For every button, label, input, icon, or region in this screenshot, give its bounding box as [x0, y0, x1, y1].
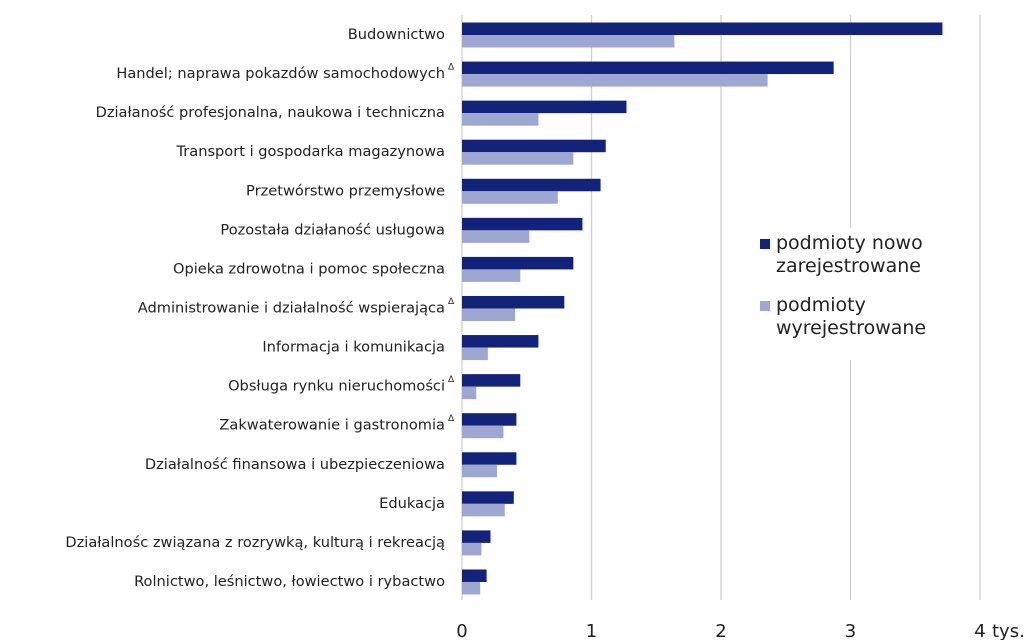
- y-tick-label: Rolnictwo, leśnictwo, łowiectwo i rybact…: [134, 573, 445, 590]
- bar: [462, 542, 482, 556]
- bar: [462, 491, 514, 504]
- y-tick-label: Informacja i komunikacja: [262, 339, 445, 356]
- bar: [462, 191, 558, 204]
- bar: [462, 113, 539, 126]
- bar: [462, 452, 517, 465]
- bar: [462, 374, 521, 387]
- y-tick-label: Obsługa rynku nieruchomości: [228, 378, 445, 395]
- bar: [462, 256, 574, 270]
- bar: [462, 308, 516, 321]
- y-tick-label: Przetwórstwo przemysłowe: [246, 182, 445, 199]
- y-tick-label: Działalność finansowa i ubezpieczeniowa: [145, 456, 445, 473]
- bar: [462, 230, 530, 243]
- legend-swatch: [760, 301, 770, 311]
- bar: [462, 464, 497, 478]
- category-note: Δ: [448, 375, 455, 385]
- legend-label: podmioty wyrejestrowane: [776, 294, 927, 339]
- category-note: Δ: [448, 297, 455, 307]
- bar: [462, 530, 491, 543]
- bar: [462, 335, 539, 348]
- bar: [462, 347, 488, 361]
- bar: [462, 217, 583, 231]
- bar: [462, 100, 627, 114]
- legend-swatch: [760, 239, 770, 249]
- bar: [462, 178, 601, 192]
- y-tick-label: Opieka zdrowotna i pomoc społeczna: [173, 260, 445, 277]
- x-tick-label: 2: [715, 621, 726, 640]
- y-tick-label: Administrowanie i działalność wspierając…: [138, 299, 445, 316]
- y-tick-label: Budownictwo: [348, 26, 445, 43]
- bar: [462, 35, 675, 48]
- legend: podmioty nowo zarejestrowane podmioty wyr…: [752, 228, 927, 360]
- legend-item: podmioty wyrejestrowane: [752, 294, 927, 340]
- bar: [462, 22, 943, 35]
- x-unit-label: tys.: [992, 621, 1025, 640]
- y-tick-label: Działalnośc związana z rozrywką, kulturą…: [65, 534, 445, 551]
- x-tick-label: 1: [586, 621, 597, 640]
- y-tick-label: Transport i gospodarka magazynowa: [175, 143, 445, 160]
- bar: [462, 269, 521, 282]
- x-tick-label: 3: [845, 621, 856, 640]
- bar: [462, 503, 505, 517]
- y-tick-label: Edukacja: [379, 495, 445, 512]
- bar: [462, 425, 504, 439]
- bar: [462, 295, 565, 309]
- bar: [462, 386, 477, 400]
- bar: [462, 74, 768, 87]
- bar: [462, 569, 487, 582]
- bar: [462, 581, 481, 595]
- y-tick-label: Działaność profesjonalna, naukowa i tech…: [96, 104, 445, 121]
- bar: [462, 61, 834, 75]
- y-tick-label: Handel; naprawa pokazdów samochodowych: [116, 65, 445, 82]
- legend-item: podmioty nowo zarejestrowane: [752, 232, 924, 278]
- bar: [462, 139, 606, 153]
- category-note: Δ: [448, 63, 455, 73]
- category-note: Δ: [448, 414, 455, 424]
- x-tick-label: 4: [974, 621, 985, 640]
- y-tick-label: Zakwaterowanie i gastronomia: [219, 417, 445, 434]
- bar: [462, 152, 574, 165]
- bar: [462, 413, 517, 426]
- legend-label: podmioty nowo zarejestrowane: [776, 232, 923, 277]
- y-tick-label: Pozostała działaność usługowa: [220, 221, 445, 238]
- x-tick-label: 0: [456, 621, 467, 640]
